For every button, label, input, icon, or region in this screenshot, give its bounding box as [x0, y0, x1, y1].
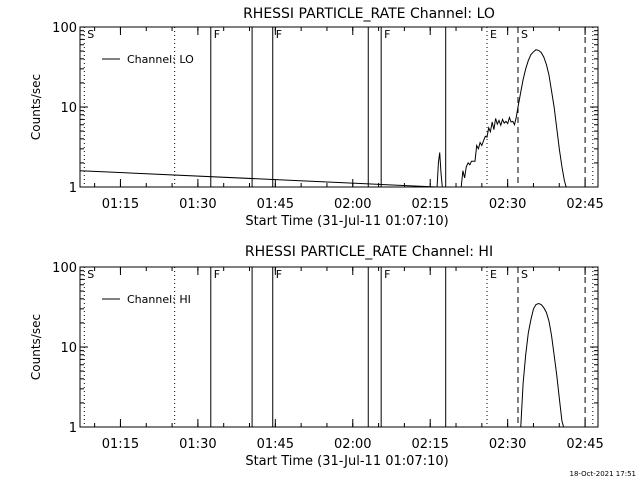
panel-2-x-tick-label: 02:45 [566, 437, 603, 452]
panel-1-annotation-label: F [276, 28, 282, 41]
panel-2-annotation-label: F [384, 268, 390, 281]
panel-1-annotation-label: F [214, 28, 220, 41]
panel-1-annotation-label: S [521, 28, 528, 41]
panel-1-x-tick-label: 01:15 [102, 197, 139, 212]
panel-1-x-tick-label: 02:30 [489, 197, 526, 212]
panel-2-x-tick-label: 01:30 [179, 437, 216, 452]
panel-1-x-tick-label: 02:15 [411, 197, 448, 212]
panel-2-x-tick-label: 02:15 [411, 437, 448, 452]
panel-1-series-line [80, 49, 567, 187]
panel-2-y-tick-label: 10 [60, 341, 77, 356]
panel-1-y-tick-label: 100 [52, 21, 77, 36]
panel-2-legend-label: Channel: HI [127, 293, 191, 306]
panel-2-annotation-label: S [521, 268, 528, 281]
panel-1-x-axis-label: Start Time (31-Jul-11 01:07:10) [245, 214, 448, 229]
panel-1-legend-label: Channel: LO [127, 53, 194, 66]
panel-2-annotation-label: F [276, 268, 282, 281]
date-stamp: 18-Oct-2021 17:51 [569, 470, 636, 478]
panel-2-x-tick-label: 01:45 [257, 437, 294, 452]
panel-2-annotation-label: F [214, 268, 220, 281]
panel-2-series-line [520, 302, 565, 427]
panel-2-annotation-label: S [87, 268, 94, 281]
panel-1-x-tick-label: 02:45 [566, 197, 603, 212]
panel-2-chart-title: RHESSI PARTICLE_RATE Channel: HI [245, 244, 493, 260]
panel-1-x-tick-label: 01:45 [257, 197, 294, 212]
panel-2-plot-frame [79, 266, 599, 428]
panel-1-plot-frame [79, 26, 599, 188]
panel-2-x-tick-label: 02:00 [334, 437, 371, 452]
panel-1-chart-title: RHESSI PARTICLE_RATE Channel: LO [243, 6, 495, 22]
panel-2-x-tick-label: 02:30 [489, 437, 526, 452]
panel-1-x-tick-label: 02:00 [334, 197, 371, 212]
panel-1-y-axis-label: Counts/sec [29, 74, 43, 140]
panel-2-y-tick-label: 100 [52, 261, 77, 276]
panel-2-x-axis-label: Start Time (31-Jul-11 01:07:10) [245, 454, 448, 469]
panel-1-x-tick-label: 01:30 [179, 197, 216, 212]
panel-1-annotation-label: F [384, 28, 390, 41]
panel-1-y-tick-label: 1 [69, 181, 77, 196]
panel-1-annotation-label: S [87, 28, 94, 41]
panel-2-annotation-label: E [490, 268, 497, 281]
panel-2-y-axis-label: Counts/sec [29, 314, 43, 380]
panel-1-annotation-label: E [490, 28, 497, 41]
panel-2-x-tick-label: 01:15 [102, 437, 139, 452]
panel-1-y-tick-label: 10 [60, 101, 77, 116]
panel-2-y-tick-label: 1 [69, 421, 77, 436]
